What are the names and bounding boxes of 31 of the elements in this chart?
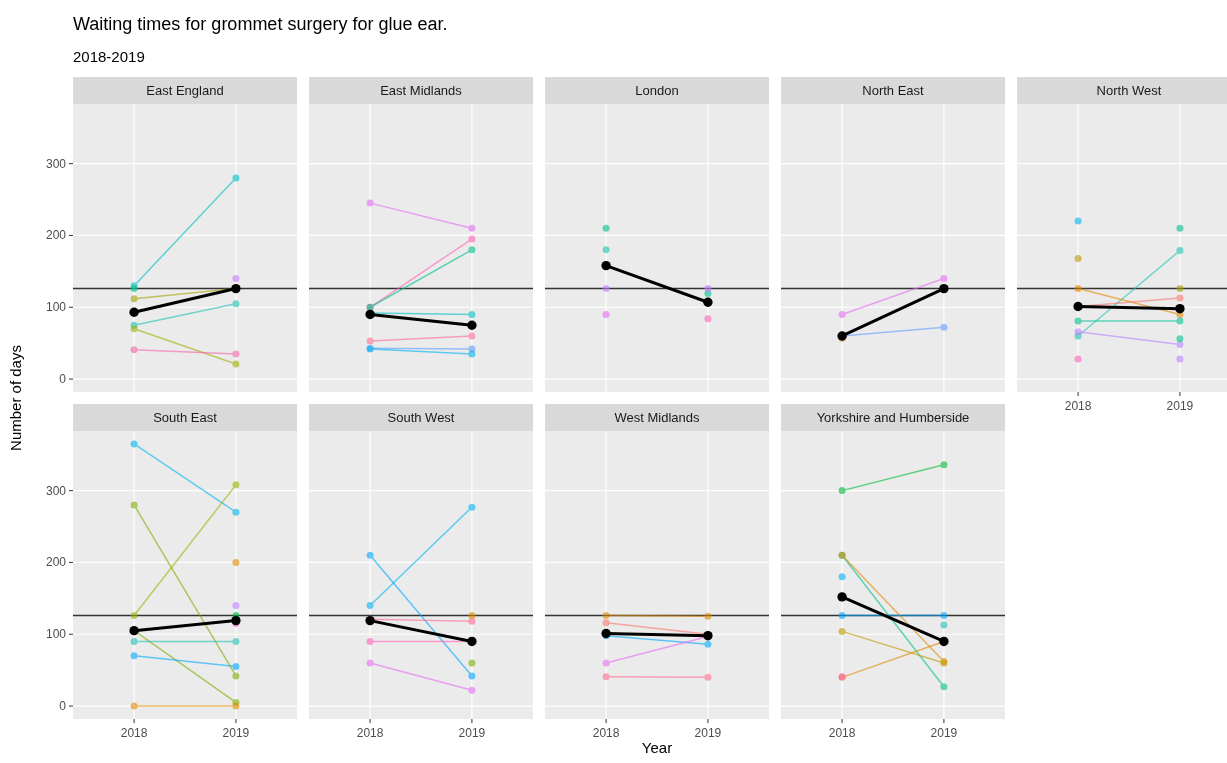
chart-title: North East [862, 83, 925, 98]
chart-title: East Midlands [380, 83, 463, 98]
chart-title: West Midlands [614, 410, 701, 425]
x-axis-title: Year [641, 739, 673, 756]
chart-title: South West [387, 410, 455, 425]
x-tick-label: 2018 [120, 726, 148, 740]
y-tick-label: 0 [59, 699, 67, 714]
text: 2018-2019 [73, 48, 145, 65]
x-tick-label: 2018 [592, 726, 620, 740]
x-tick-label: 2019 [1166, 399, 1194, 413]
x-tick-label: 2019 [222, 726, 250, 740]
y-tick-label: 0 [59, 372, 67, 387]
chart-title: North West [1096, 83, 1162, 98]
y-tick-label: 100 [45, 300, 67, 315]
chart-title: London [635, 83, 679, 98]
y-tick-label: 300 [45, 156, 67, 171]
y-axis-title: Number of days [7, 345, 24, 451]
y-tick-label: 200 [45, 228, 67, 243]
y-tick-label: 300 [45, 483, 67, 498]
y-tick-label: 200 [45, 555, 67, 570]
y-tick-label: 100 [45, 627, 67, 642]
x-tick-label: 2019 [458, 726, 486, 740]
x-tick-label: 2018 [1064, 399, 1092, 413]
x-tick-label: 2018 [828, 726, 856, 740]
x-tick-label: 2018 [356, 726, 384, 740]
text: Waiting times for grommet surgery for glue ear. [73, 14, 448, 34]
x-tick-label: 2019 [694, 726, 722, 740]
chart-title: South East [153, 410, 218, 425]
chart-title: East England [146, 83, 224, 98]
x-tick-label: 2019 [930, 726, 958, 740]
chart-title: Yorkshire and Humberside [816, 410, 970, 425]
